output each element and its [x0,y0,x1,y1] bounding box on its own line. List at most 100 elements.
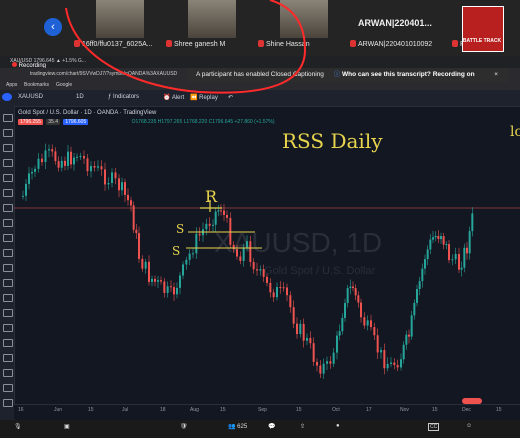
drawing-tool-icon[interactable] [3,114,13,122]
candle [390,362,392,364]
candle [70,151,72,165]
cc-banner-question[interactable]: Who can see this transcript? Recording o… [342,71,475,78]
candle [249,241,252,263]
candle [114,172,117,179]
replay-button[interactable]: ⏪ Replay [190,95,218,101]
reactions-icon[interactable]: ☺ [466,423,473,429]
back-arrow-icon[interactable]: ‹ [44,18,62,36]
url-text[interactable]: tradingview.com/chart/9SVVwDJ7/?symbol=O… [30,71,178,77]
drawing-tool-icon[interactable] [3,204,13,212]
drawing-tool-icon[interactable] [3,399,13,407]
drawing-tool-icon[interactable] [3,264,13,272]
candle [376,335,379,353]
browser-tab[interactable]: XAU/USD 1796.645 ▲ +1.5% G... [10,58,86,64]
info-icon: ⓘ [333,71,341,78]
candle [322,363,325,374]
drawing-tool-icon[interactable] [3,219,13,227]
undo-icon[interactable]: ↶ [228,95,234,101]
candle [442,236,445,245]
drawing-tool-icon[interactable] [3,159,13,167]
share-screen-icon[interactable]: ⇧ [300,424,306,430]
candle [338,331,341,336]
candle [266,276,268,283]
muted-mic-icon [166,40,172,47]
drawing-tool-icon[interactable] [3,324,13,332]
mute-icon[interactable]: 🎙 [14,424,22,430]
candle [132,205,135,230]
candle [451,259,454,261]
candle [34,168,36,172]
candle [252,262,255,270]
muted-mic-icon [452,40,458,47]
drawing-tool-icon[interactable] [3,234,13,242]
drawing-tool-icon[interactable] [3,294,13,302]
drawing-tool-icon[interactable] [3,129,13,137]
bookmark-google[interactable]: Google [56,82,73,88]
drawing-tool-icon[interactable] [3,309,13,317]
candle [432,237,434,240]
candle [90,165,92,172]
drawing-tool-icon[interactable] [3,144,13,152]
candle [279,287,282,289]
record-dot-icon [12,62,17,67]
drawing-tool-icon[interactable] [3,354,13,362]
drawing-tool-icon[interactable] [3,189,13,197]
drawing-tool-icon[interactable] [3,279,13,287]
user-avatar-icon[interactable] [2,93,12,101]
battle-track-logo [462,6,504,52]
spread-value: 35.4 [46,119,60,125]
video-icon[interactable]: ▣ [64,424,70,430]
candle [312,343,315,362]
x-tick-label: Sep [258,407,267,413]
price-chart[interactable]: XAUUSD, 1D Gold Spot / U.S. Dollar [14,106,520,404]
x-tick-label: Aug [190,407,199,413]
participant-video [96,0,144,38]
security-icon[interactable]: 🛡 [180,424,188,430]
participant-tile[interactable]: 16ff0/ffu0137_6025A... [66,0,154,52]
participant-tile[interactable]: Shine Hassan [250,0,338,52]
alert-button[interactable]: ⏰ Alert [163,95,185,101]
candle [445,244,448,246]
indicators-button[interactable]: ƒ Indicators [108,94,140,100]
candle [413,302,416,316]
drawing-tool-icon[interactable] [3,339,13,347]
ask-price[interactable]: 1796.605 [63,119,89,125]
candle [198,233,201,236]
drawing-toolbar [0,106,15,422]
candle [434,235,437,238]
candle [232,244,235,250]
candle [100,166,103,170]
close-banner-button[interactable]: × [494,71,498,78]
candle [341,317,344,332]
bookmark-apps[interactable]: Apps [6,82,18,88]
candle [349,286,352,289]
recording-indicator: Recording [12,62,92,70]
bookmark-bookmarks[interactable]: Bookmarks [24,82,50,88]
candle [400,359,402,368]
participant-tile[interactable]: Shree ganesh M [158,0,246,52]
cc-button[interactable]: CC [428,423,440,431]
symbol-search[interactable]: XAUUSD [18,94,44,100]
indicators-icon: ƒ [108,94,114,100]
x-tick-label: 18 [160,407,166,413]
description-watermark: Gold Spot / U.S. Dollar [264,265,376,277]
participants-button[interactable]: 👥 625 [228,424,248,430]
chart-legend-title: Gold Spot / U.S. Dollar · 1D · OANDA · T… [18,110,157,116]
chat-icon[interactable]: 💬 [268,424,276,430]
drawing-tool-icon[interactable] [3,369,13,377]
candle [276,287,278,298]
candle [302,323,305,341]
participant-tile[interactable]: ARWAN|220401010092 [342,0,432,52]
record-icon[interactable]: ● [336,423,340,429]
candle [416,289,418,303]
drawing-tool-icon[interactable] [3,174,13,182]
candle [332,352,335,364]
candle [79,156,82,158]
event-marker[interactable] [462,398,482,404]
interval-button[interactable]: 1D [76,94,84,100]
drawing-tool-icon[interactable] [3,384,13,392]
participant-name: ARWAN|220401010092 [350,40,432,50]
drawing-tool-icon[interactable] [3,249,13,257]
bid-price[interactable]: 1796.255 [18,119,43,125]
candle [289,295,292,308]
